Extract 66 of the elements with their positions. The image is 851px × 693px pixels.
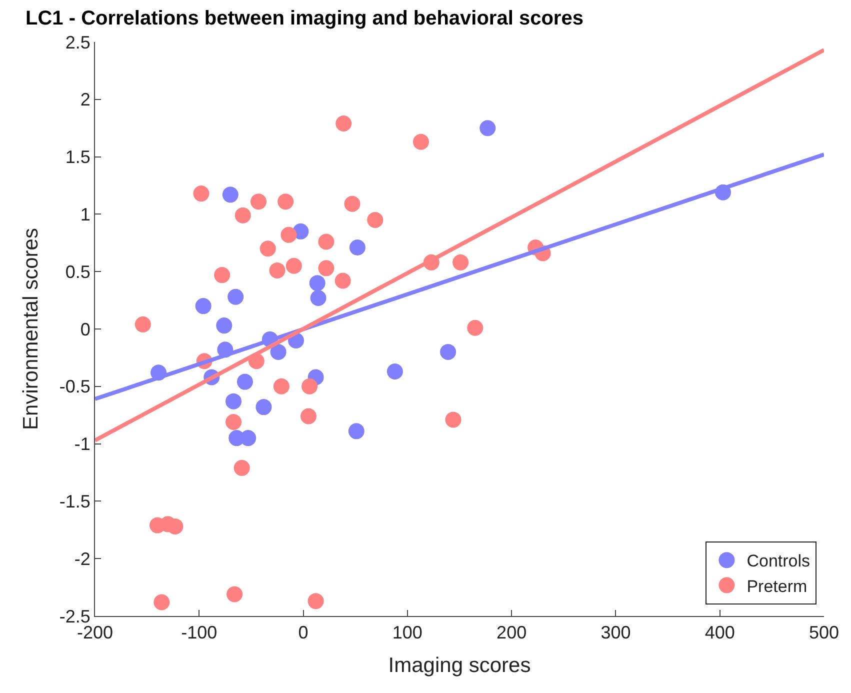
y-tick-label: 0 [80, 319, 90, 340]
point [440, 344, 456, 360]
point [334, 272, 351, 289]
y-tick-label: 0.5 [65, 262, 90, 282]
y-tick-label: -0.5 [59, 376, 90, 397]
y-tick-label: -1.5 [59, 492, 90, 512]
point [193, 186, 210, 202]
point [195, 298, 212, 314]
point [234, 460, 250, 476]
point [222, 186, 238, 203]
x-axis-title: Imaging scores [388, 654, 531, 677]
point [367, 212, 384, 228]
point [154, 594, 170, 610]
point [226, 393, 242, 410]
point [273, 378, 290, 394]
point [256, 399, 272, 416]
point [214, 267, 230, 284]
point [467, 320, 484, 336]
y-tick-label: 1 [80, 204, 90, 224]
point [452, 254, 469, 270]
y-tick-label: -2 [74, 548, 90, 569]
point [234, 207, 251, 224]
point [216, 318, 232, 334]
x-tick-label: 300 [600, 622, 631, 643]
point [309, 275, 326, 292]
chart-title: LC1 - Correlations between imaging and behavioral scores [26, 7, 584, 30]
point [349, 239, 366, 256]
y-tick-label: 2 [80, 90, 90, 110]
point [412, 134, 429, 150]
point [344, 196, 360, 212]
x-tick-label: 0 [298, 622, 308, 643]
point [250, 194, 266, 210]
point [318, 260, 334, 276]
point [386, 363, 403, 380]
y-tick-label: 1.5 [65, 147, 90, 168]
legend-label: Controls [746, 552, 810, 571]
point [286, 258, 302, 274]
point [236, 374, 253, 390]
x-tick-label: 400 [704, 622, 735, 643]
point [226, 586, 243, 602]
point [318, 234, 334, 250]
legend-label: Preterm [746, 576, 808, 596]
point [336, 116, 352, 132]
point [480, 120, 496, 136]
point [278, 194, 294, 210]
point [134, 316, 151, 332]
point [270, 344, 286, 360]
point [302, 378, 318, 394]
point [310, 290, 326, 306]
x-tick-label: -100 [181, 622, 218, 643]
y-tick-label: -1 [74, 434, 90, 454]
point [269, 262, 286, 278]
point [445, 412, 462, 428]
x-tick-label: 100 [392, 622, 422, 643]
x-tick-label: 500 [808, 622, 840, 643]
point [280, 226, 297, 243]
point [348, 423, 364, 440]
x-tick-label: 200 [496, 622, 527, 643]
point [228, 288, 244, 305]
point [308, 593, 324, 610]
point [240, 430, 256, 446]
point [300, 408, 316, 424]
y-axis-title: Environmental scores [20, 228, 43, 430]
point [226, 414, 242, 430]
point [260, 240, 276, 257]
y-tick-label: 2.5 [65, 32, 90, 52]
